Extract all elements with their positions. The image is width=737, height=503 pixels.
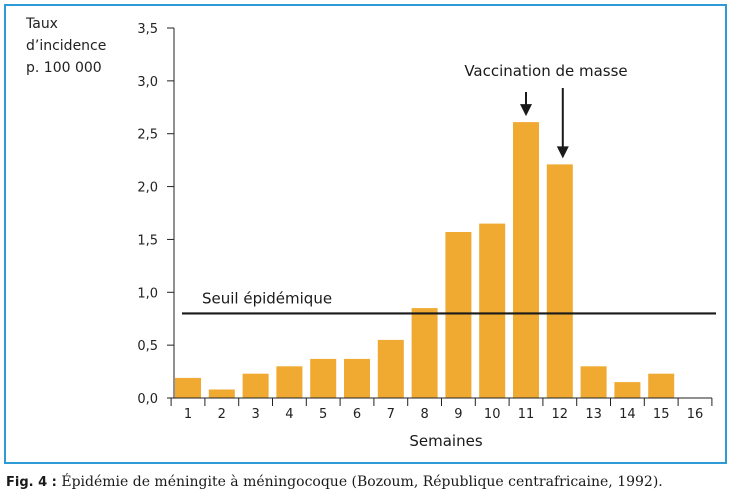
y-tick-label: 2,5: [137, 128, 158, 143]
y-axis-label-line-3: p. 100 000: [26, 60, 102, 76]
y-tick-label: 2,0: [137, 181, 158, 196]
bar-week-3: [242, 373, 269, 398]
x-tick-label: 7: [387, 407, 395, 422]
x-tick-label: 12: [552, 407, 569, 422]
y-axis: 0,0 0,5 1,0 1,5 2,0 2,5 3,0 3,5: [137, 22, 175, 407]
bar-week-13: [580, 366, 607, 398]
y-axis-label: Taux d’incidence p. 100 000: [25, 16, 106, 76]
caption-text: Épidémie de méningite à méningocoque (Bo…: [61, 474, 663, 490]
vaccination-arrow-head: [556, 146, 569, 159]
y-tick-label: 3,5: [137, 22, 158, 37]
bar-week-15: [648, 373, 675, 398]
bar-week-4: [276, 366, 303, 398]
bar-week-2: [208, 389, 235, 398]
x-tick-label: 16: [687, 407, 704, 422]
x-tick-label: 8: [420, 407, 428, 422]
y-tick-label: 0,5: [137, 339, 158, 354]
bar-week-14: [614, 382, 641, 398]
x-axis-label: Semaines: [409, 432, 482, 450]
vaccination-label: Vaccination de masse: [464, 62, 627, 80]
bar-week-12: [546, 164, 573, 398]
x-tick-label: 2: [218, 407, 226, 422]
threshold-label: Seuil épidémique: [202, 289, 332, 307]
x-tick-label: 1: [184, 407, 192, 422]
x-tick-label: 9: [454, 407, 462, 422]
bar-week-6: [344, 358, 370, 398]
x-tick-label: 4: [285, 407, 293, 422]
caption-fig-label: Fig. 4 :: [6, 475, 57, 490]
x-tick-label: 15: [653, 407, 670, 422]
x-tick-label: 14: [619, 407, 636, 422]
x-tick-label: 5: [319, 407, 327, 422]
x-tick-label: 3: [251, 407, 259, 422]
y-tick-label: 1,0: [137, 286, 158, 301]
bar-week-9: [445, 232, 472, 398]
bar-chart: Taux d’incidence p. 100 000 0,0 0,5 1,0 1,5…: [25, 16, 716, 450]
x-tick-label: 11: [518, 407, 535, 422]
x-tick-label: 6: [353, 407, 361, 422]
x-tick-label: 10: [484, 407, 501, 422]
threshold: Seuil épidémique: [182, 289, 716, 315]
bar-week-10: [479, 223, 506, 398]
x-axis: 1 2 3 4 5 6 7 8 9 10 11 12 13 14 15 16: [170, 397, 713, 422]
vaccination-annotation: Vaccination de masse: [464, 62, 628, 159]
y-tick-label: 1,5: [137, 233, 158, 248]
bar-week-1: [175, 377, 201, 398]
bar-week-11: [513, 122, 539, 398]
bar-week-7: [377, 339, 404, 398]
figure-caption: Fig. 4 : Épidémie de méningite à méningo…: [6, 474, 731, 490]
bar-week-8: [411, 308, 438, 398]
bars: [175, 122, 675, 398]
y-axis-label-line-1: Taux: [25, 16, 58, 32]
y-tick-label: 3,0: [137, 75, 158, 90]
vaccination-arrow-head: [520, 104, 532, 117]
figure-frame: Taux d’incidence p. 100 000 0,0 0,5 1,0 1,5…: [4, 4, 727, 464]
x-tick-label: 13: [585, 407, 602, 422]
y-axis-label-line-2: d’incidence: [26, 38, 106, 54]
y-tick-label: 0,0: [137, 392, 158, 407]
bar-week-5: [310, 358, 337, 398]
